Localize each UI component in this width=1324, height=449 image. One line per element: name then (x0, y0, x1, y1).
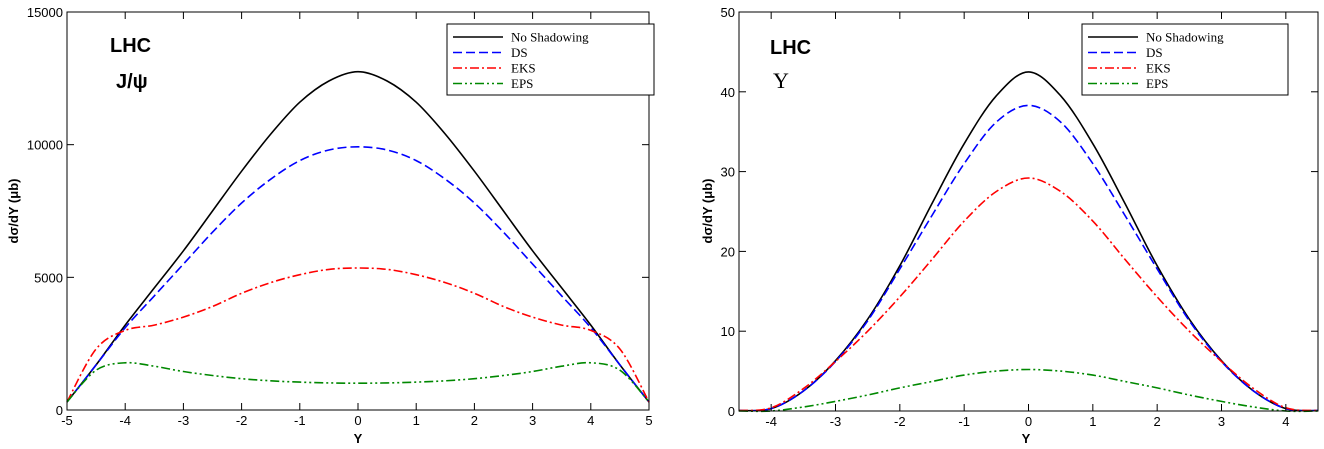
x-tick-label: -1 (294, 413, 306, 428)
annotation-lhc: LHC (110, 35, 151, 57)
x-tick-label: -3 (178, 413, 190, 428)
x-tick-label: 4 (587, 413, 594, 428)
x-tick-label: -3 (830, 414, 842, 429)
y-tick-label: 30 (721, 165, 735, 180)
x-axis-title: Y (354, 431, 363, 446)
x-tick-label: 1 (413, 413, 420, 428)
x-tick-label: 5 (645, 413, 652, 428)
y-tick-label: 0 (728, 404, 735, 419)
legend-box (1081, 23, 1289, 96)
x-tick-label: 3 (1218, 414, 1225, 429)
x-tick-label: 4 (1282, 414, 1289, 429)
y-tick-label: 15000 (27, 5, 63, 20)
legend-label: No Shadowing (511, 30, 589, 45)
y-tick-label: 10 (721, 324, 735, 339)
legend-label: EKS (511, 61, 536, 76)
y-axis-title: dσ/dY (μb) (6, 179, 21, 244)
series-line-eps (66, 361, 650, 403)
series-layer (66, 70, 650, 403)
annotation-particle: J/ψ (116, 71, 148, 93)
y-tick-label: 20 (721, 244, 735, 259)
legend-label: DS (1146, 45, 1163, 60)
y-tick-label: 40 (721, 85, 735, 100)
y-tick-label: 10000 (27, 138, 63, 153)
x-tick-label: -4 (119, 413, 131, 428)
series-layer (738, 71, 1319, 413)
x-tick-label: -2 (894, 414, 906, 429)
legend-label: EPS (511, 76, 533, 91)
x-tick-label: 3 (529, 413, 536, 428)
annotation-lhc: LHC (770, 37, 811, 59)
y-tick-label: 50 (721, 5, 735, 20)
y-tick-label: 0 (56, 403, 63, 418)
y-tick-label: 5000 (34, 270, 63, 285)
x-tick-label: 2 (1154, 414, 1161, 429)
chart-jpsi: -5 -4 -3 -2 -1 0 1 2 3 4 5 0 5000 10000 15000 Y dσ/dY … (6, 5, 655, 446)
x-tick-label: -2 (236, 413, 248, 428)
x-tick-label: -5 (61, 413, 73, 428)
series-line-no-shadowing (66, 70, 650, 403)
x-axis-title: Y (1022, 431, 1031, 446)
x-tick-label: 0 (354, 413, 361, 428)
ticks-layer: -5 -4 -3 -2 -1 0 1 2 3 4 5 0 5000 10000 15000 (27, 5, 653, 428)
legend-label: EPS (1146, 76, 1168, 91)
x-tick-label: 1 (1089, 414, 1096, 429)
x-tick-label: 2 (471, 413, 478, 428)
annotation-particle: Υ (773, 68, 789, 93)
x-tick-label: 0 (1025, 414, 1032, 429)
x-tick-label: -1 (958, 414, 970, 429)
legend-label: EKS (1146, 61, 1171, 76)
series-line-eps (738, 368, 1319, 413)
series-line-ds (738, 104, 1319, 412)
legend-label: No Shadowing (1146, 30, 1224, 45)
x-tick-label: -4 (765, 414, 777, 429)
legend-label: DS (511, 45, 528, 60)
y-axis-title: dσ/dY (μb) (700, 179, 715, 244)
series-line-ds (66, 145, 650, 403)
series-line-eks (738, 177, 1319, 412)
series-line-no-shadowing (738, 71, 1319, 412)
